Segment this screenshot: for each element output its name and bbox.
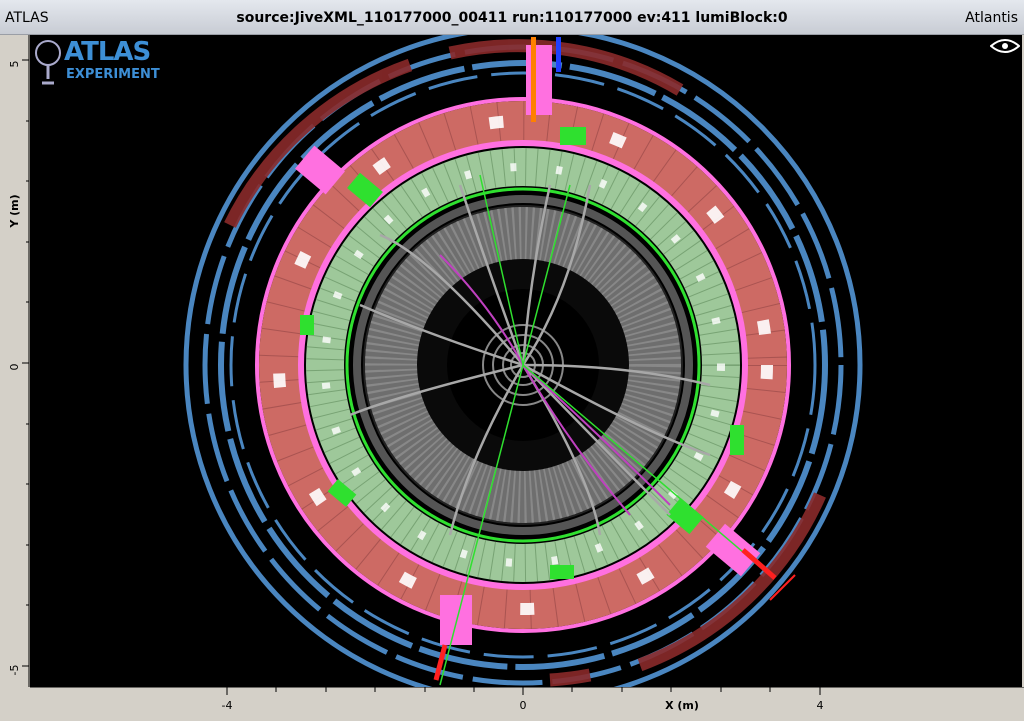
event-display[interactable]: ATLAS EXPERIMENT — [30, 35, 1022, 687]
x-tick-4: 4 — [817, 699, 824, 712]
calo-energy-towers — [295, 45, 761, 645]
hadronic-calorimeter — [255, 97, 791, 633]
calo-hits — [300, 127, 744, 579]
jet-bar-blue — [556, 37, 561, 72]
selected-tracks — [439, 254, 671, 516]
eye-icon[interactable] — [990, 37, 1020, 55]
app-name: ATLAS — [5, 10, 49, 26]
y-axis-label: Y (m) — [8, 194, 21, 228]
title-bar: ATLAS source:JiveXML_110177000_00411 run… — [0, 0, 1024, 35]
y-tick-5: 5 — [8, 61, 21, 68]
logo-subtitle: EXPERIMENT — [66, 67, 160, 82]
x-axis: -4 0 4 X (m) — [30, 686, 1024, 717]
jet-bar-red-right — [741, 548, 777, 580]
event-info: source:JiveXML_110177000_00411 run:11017… — [236, 10, 788, 26]
jet-bar-orange — [531, 37, 536, 122]
y-tick-0: 0 — [8, 364, 21, 371]
y-tick-minus5: -5 — [8, 665, 21, 676]
x-tick-0: 0 — [520, 699, 527, 712]
em-calorimeter — [306, 148, 740, 582]
jet-bar-red-lower — [433, 644, 448, 681]
atlas-logo: ATLAS EXPERIMENT — [34, 37, 160, 89]
program-name: Atlantis — [965, 10, 1018, 26]
atlas-figure-icon — [35, 40, 61, 85]
track-hits — [439, 174, 771, 686]
x-axis-label: X (m) — [665, 699, 699, 712]
muon-hit-chambers — [224, 39, 826, 687]
logo-title: ATLAS — [64, 37, 151, 67]
y-axis: 5 0 -5 Y (m) — [0, 35, 30, 687]
x-tick-minus4: -4 — [222, 699, 233, 712]
tracks — [349, 184, 711, 536]
